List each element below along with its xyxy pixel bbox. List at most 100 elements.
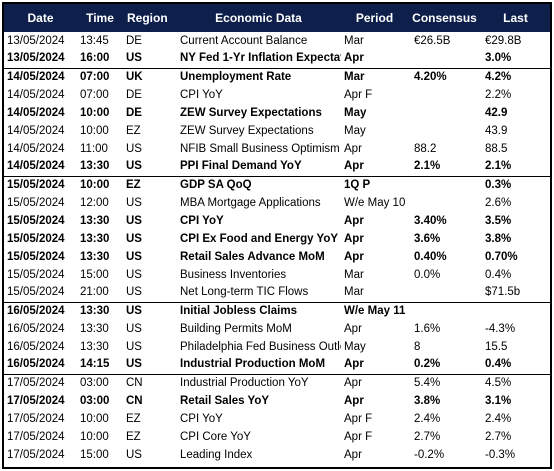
cell-consensus: 3.8% (414, 394, 441, 407)
cell-last: 3.8% (485, 232, 512, 245)
cell-time: 07:00 (80, 88, 109, 101)
cell-last: 3.1% (485, 394, 512, 407)
table-row: 16/05/2024 14:15 US Industrial Production M… (4, 356, 550, 374)
cell-time: 10:00 (80, 430, 109, 443)
column-header-time: Time (86, 11, 114, 25)
cell-economic-data: Leading Index (180, 448, 253, 461)
table-row: 15/05/2024 15:00 US Business Inventories Mar… (4, 266, 550, 284)
cell-period: Apr (344, 448, 362, 461)
cell-period: Mar (344, 268, 364, 281)
cell-date: 17/05/2024 (7, 430, 65, 443)
cell-economic-data: CPI Ex Food and Energy YoY (180, 232, 339, 245)
cell-date: 15/05/2024 (7, 250, 65, 263)
cell-last: 3.0% (485, 52, 512, 65)
cell-region: US (126, 268, 142, 281)
cell-last: 2.2% (485, 88, 512, 101)
table-row: 16/05/2024 13:30 US Initial Jobless Claims W… (4, 301, 550, 320)
cell-economic-data: CPI YoY (180, 412, 223, 425)
cell-economic-data: PPI Final Demand YoY (180, 160, 302, 173)
cell-time: 13:30 (80, 322, 109, 335)
cell-period: Mar (344, 34, 364, 47)
cell-period: Apr F (344, 88, 373, 101)
cell-consensus: 4.20% (408, 67, 481, 86)
cell-period: 1Q P (341, 175, 408, 194)
cell-consensus: 3.40% (414, 214, 447, 227)
cell-economic-data: ZEW Survey Expectations (180, 124, 314, 137)
cell-last: 2.4% (485, 412, 512, 425)
cell-time: 13:30 (80, 160, 110, 173)
cell-consensus: 5.4% (408, 373, 481, 392)
cell-region: DE (126, 34, 142, 47)
cell-date: 14/05/2024 (7, 88, 65, 101)
cell-region: US (126, 196, 142, 209)
cell-period: Apr (344, 160, 364, 173)
cell-date: 17/05/2024 (7, 448, 65, 461)
cell-region: CN (123, 373, 176, 392)
cell-date: 15/05/2024 (7, 214, 65, 227)
cell-period: W/e May 11 (341, 301, 408, 320)
cell-region: US (126, 358, 142, 371)
table-row: 17/05/2024 10:00 EZ CPI Core YoY Apr F 2.7% 2.… (4, 428, 550, 446)
cell-consensus: 0.0% (414, 268, 441, 281)
cell-last: $71.5b (485, 286, 521, 299)
column-header-region: Region (127, 11, 168, 25)
table-row: 17/05/2024 10:00 EZ CPI YoY Apr F 2.4% 2.4% (4, 410, 550, 428)
cell-time: 13:30 (80, 250, 110, 263)
cell-economic-data: GDP SA QoQ (176, 175, 341, 194)
cell-time: 13:30 (80, 340, 109, 353)
cell-date: 16/05/2024 (7, 340, 65, 353)
cell-last: 43.9 (485, 124, 508, 137)
cell-period: Apr (344, 214, 364, 227)
cell-economic-data: Business Inventories (180, 268, 287, 281)
cell-time: 03:00 (80, 394, 110, 407)
table-row: 14/05/2024 07:00 DE CPI YoY Apr F 2.2% (4, 86, 550, 104)
cell-consensus (408, 86, 481, 104)
cell-last: 0.70% (485, 250, 518, 263)
cell-last: €29.8B (485, 34, 522, 47)
table-row: 13/05/2024 16:00 US NY Fed 1-Yr Inflation E… (4, 50, 550, 68)
cell-region: CN (126, 394, 143, 407)
cell-last: 88.5 (485, 142, 508, 155)
column-header-date: Date (27, 11, 54, 25)
cell-last: 2.7% (485, 430, 512, 443)
cell-period: W/e May 10 (344, 196, 406, 209)
economic-data-table: Date Time Region Economic Data Period Co… (4, 4, 550, 464)
cell-time: 10:00 (80, 124, 109, 137)
cell-region: US (126, 232, 142, 245)
cell-last: 0.4% (485, 358, 512, 371)
cell-consensus: 2.1% (414, 160, 441, 173)
cell-economic-data: Unemployment Rate (176, 67, 341, 86)
cell-date: 14/05/2024 (4, 67, 77, 86)
cell-date: 17/05/2024 (7, 412, 65, 425)
cell-period: Apr (344, 232, 364, 245)
cell-consensus (408, 175, 481, 194)
cell-economic-data: Industrial Production YoY (176, 373, 341, 392)
cell-time: 10:00 (80, 106, 110, 119)
cell-economic-data: CPI YoY (180, 214, 224, 227)
cell-period: May (344, 124, 366, 137)
cell-region: UK (123, 67, 176, 86)
cell-period: Apr F (344, 412, 373, 425)
table-row: 15/05/2024 21:00 US Net Long-term TIC Flows… (4, 284, 550, 302)
cell-economic-data: ZEW Survey Expectations (180, 106, 322, 119)
cell-economic-data: Philadelphia Fed Business Outlook (180, 340, 341, 353)
cell-period: Apr (341, 373, 408, 392)
table-row: 17/05/2024 15:00 US Leading Index Apr -0.2% -0… (4, 446, 550, 464)
cell-date: 14/05/2024 (7, 160, 65, 173)
cell-date: 13/05/2024 (7, 52, 65, 65)
cell-consensus: 2.7% (414, 430, 441, 443)
cell-region: US (126, 142, 142, 155)
cell-time: 12:00 (80, 196, 109, 209)
cell-time: 16:00 (80, 52, 110, 65)
column-header-last: Last (503, 11, 528, 25)
cell-region: US (126, 250, 142, 263)
cell-period: Apr (344, 142, 362, 155)
cell-region: DE (126, 88, 142, 101)
cell-time: 10:00 (77, 175, 123, 194)
cell-time: 07:00 (77, 67, 123, 86)
table-row: 15/05/2024 13:30 US Retail Sales Advance Mo… (4, 248, 550, 266)
cell-period: Apr (344, 358, 364, 371)
column-header-economic-data: Economic Data (215, 11, 302, 25)
table-row: 14/05/2024 13:30 US PPI Final Demand YoY Apr… (4, 158, 550, 176)
